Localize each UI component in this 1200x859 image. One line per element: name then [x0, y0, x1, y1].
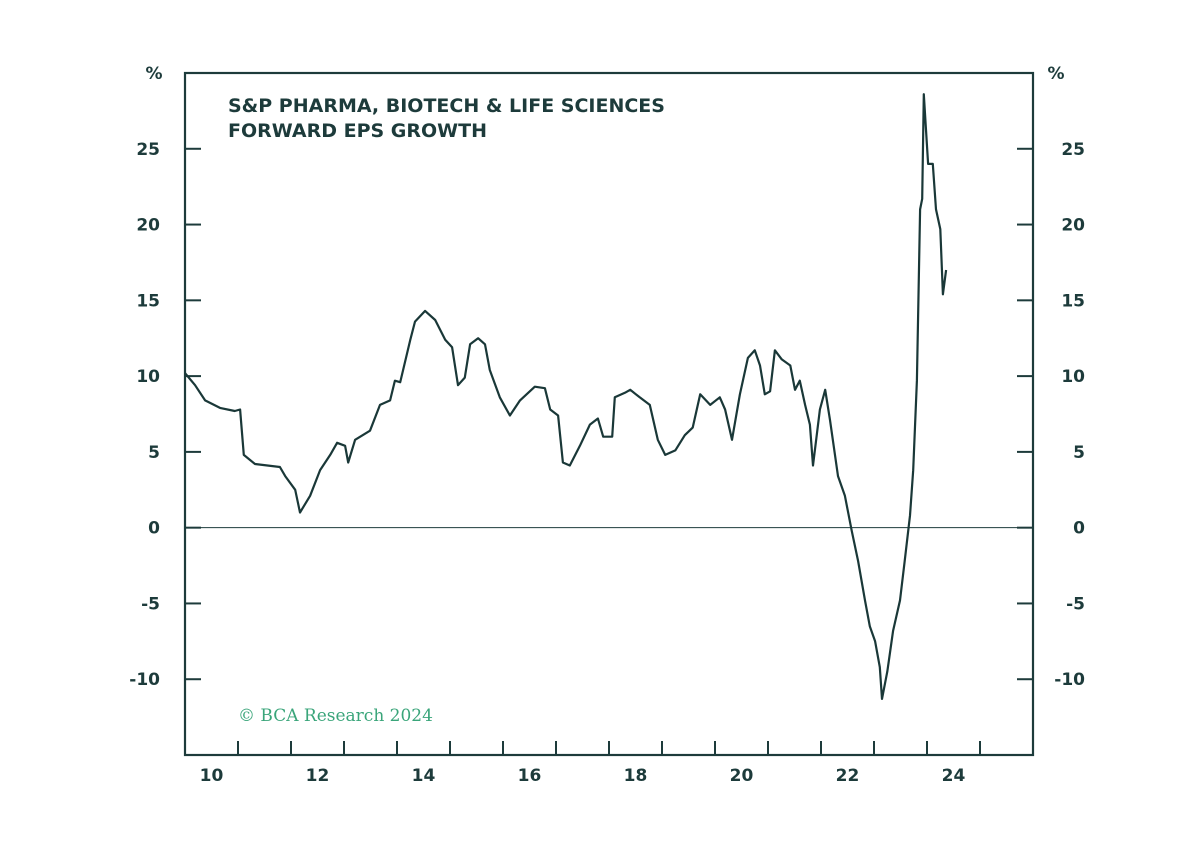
y-tick-label-left: -5 [141, 594, 160, 614]
x-tick-label: 14 [412, 766, 436, 786]
chart-title-line-2: FORWARD EPS GROWTH [228, 120, 487, 142]
eps-growth-line [184, 93, 948, 701]
x-tick-label: 20 [730, 766, 754, 786]
y-tick-label-left: 0 [148, 519, 160, 539]
right-axis-unit: % [1047, 64, 1064, 84]
plot-frame [183, 71, 1035, 757]
y-tick-label-right: 10 [1061, 367, 1085, 387]
y-tick-label-left: 25 [136, 140, 160, 160]
copyright-credit: © BCA Research 2024 [238, 706, 433, 726]
y-tick-label-right: 0 [1073, 519, 1085, 539]
x-tick-label: 16 [518, 766, 542, 786]
y-tick-label-right: 15 [1061, 291, 1085, 311]
x-tick-label: 18 [624, 766, 648, 786]
y-tick-label-right: 5 [1073, 443, 1085, 463]
chart-title-line-1: S&P PHARMA, BIOTECH & LIFE SCIENCES [228, 95, 665, 117]
y-tick-label-right: -5 [1066, 594, 1085, 614]
y-tick-label-right: -10 [1054, 670, 1085, 690]
y-tick-label-left: -10 [129, 670, 160, 690]
y-tick-label-left: 20 [136, 216, 160, 236]
x-tick-label: 10 [200, 766, 224, 786]
x-tick-label: 12 [306, 766, 330, 786]
y-tick-label-left: 10 [136, 367, 160, 387]
y-tick-label-right: 25 [1061, 140, 1085, 160]
x-tick-label: 22 [836, 766, 860, 786]
x-tick-label: 24 [942, 766, 966, 786]
y-tick-label-left: 15 [136, 291, 160, 311]
y-tick-label-left: 5 [148, 443, 160, 463]
left-axis-unit: % [145, 64, 162, 84]
y-tick-label-right: 20 [1061, 216, 1085, 236]
